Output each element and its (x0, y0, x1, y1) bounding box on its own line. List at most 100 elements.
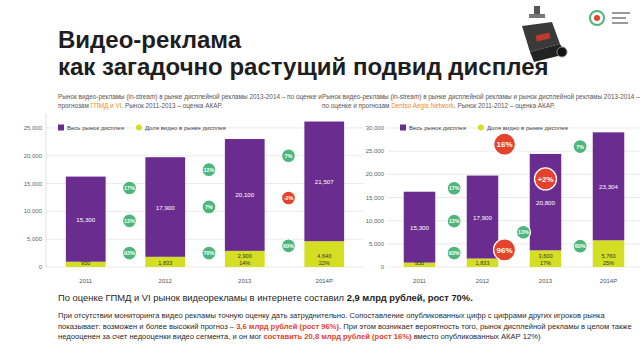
growth-badge (202, 246, 216, 260)
y-tick-label: 15,000 (24, 181, 43, 187)
y-tick-label: 25,000 (24, 125, 43, 131)
title-line: как загадочно растущий подвид дисплея (58, 53, 548, 80)
x-tick-label: 2014P (600, 278, 617, 284)
legend: Весь рынок дисплея Доля видео в рынке дис… (58, 125, 226, 131)
value-label: 950 (415, 260, 424, 266)
title-line: Видео-реклама (58, 26, 548, 53)
share-label: 14% (239, 260, 250, 266)
slide: 05,00010,00015,00020,00025,00095015,3001… (0, 0, 644, 362)
legend-item: Доля видео в рынке дисплея (136, 125, 226, 131)
annotations: 17%12%7%12%7%-2%93%70%60% (122, 149, 295, 260)
y-tick-label: 25,000 (366, 148, 385, 154)
bar (530, 154, 562, 250)
growth-badge (447, 246, 461, 260)
logo (590, 11, 630, 25)
bars (66, 122, 344, 267)
value-label: 15,300 (76, 216, 95, 223)
summary: По оценке ГПМД и VI рынок видеорекламы в… (58, 292, 638, 304)
growth-badge (202, 163, 216, 177)
text-run: 3,6 млрд рублей (рост 96%) (236, 322, 339, 331)
growth-badge (122, 214, 136, 228)
subtitle-part: . Рынок 2011-2012 – оценка АКАР. (454, 102, 555, 109)
text-run: 2,9 млрд рублей, рост 70%. (347, 292, 473, 303)
growth-badge-text: 12% (204, 167, 215, 173)
bar (467, 259, 499, 267)
share-label: 22% (319, 260, 330, 266)
growth-badge-text: 12% (124, 218, 135, 224)
bar (530, 250, 562, 267)
growth-badge (281, 191, 295, 205)
growth-badge (516, 225, 530, 239)
bar (145, 157, 185, 257)
header: Видео-рекламакак загадочно растущий подв… (58, 26, 548, 80)
y-tick-label: 5,000 (369, 241, 385, 247)
growth-badge (573, 239, 587, 253)
logo-mark (612, 22, 628, 24)
subtitle-part: ГПМД и VI (91, 102, 122, 109)
y-tick-label: 10,000 (366, 218, 385, 224)
y-tick-label: 0 (39, 264, 43, 270)
y-tick-label: 30,000 (366, 125, 385, 131)
legend-label: Доля видео в рынке дисплея (487, 125, 568, 131)
y-tick-label: 15,000 (366, 195, 385, 201)
legend-label: Весь рынок дисплея (409, 125, 466, 131)
value-label: 21,507 (315, 178, 334, 185)
details: При отсутствии мониторинга видео рекламы… (58, 311, 636, 343)
logo-mark (612, 12, 630, 14)
growth-badge-text: 7% (205, 204, 213, 210)
y-tick-label: 5,000 (27, 236, 43, 242)
growth-badge-text: 7% (285, 153, 293, 159)
y-tick-label: 20,000 (366, 171, 385, 177)
bar (593, 132, 625, 240)
camera-lens (557, 47, 567, 57)
growth-badge (122, 246, 136, 260)
bar (593, 240, 625, 267)
growth-badge-text: +2% (537, 175, 553, 184)
chart: 05,00010,00015,00020,00025,00030,0009501… (366, 125, 640, 285)
subtitle-part: . Рынок 2011-2013 – оценка АКАР. (121, 102, 222, 109)
growth-badge (447, 214, 461, 228)
growth-badge-text: 13% (518, 229, 529, 235)
legend-item: Весь рынок дисплея (58, 125, 124, 131)
value-label: 23,304 (599, 183, 618, 190)
growth-badge-text: 12% (449, 218, 460, 224)
x-tick-label: 2013 (238, 278, 252, 284)
bars (404, 132, 625, 267)
value-label: 2,900 (238, 253, 252, 259)
bar (304, 241, 344, 267)
subtitle: Рынок видео-рекламы (in-stream) в рынке … (58, 93, 350, 110)
camera-label (535, 32, 550, 41)
growth-badge-text: 17% (449, 185, 460, 191)
data-labels: 95015,3001,83317,9003,60017%20,8005,7602… (410, 183, 618, 266)
legend-marker (58, 125, 64, 131)
y-tick-label: 10,000 (24, 208, 43, 214)
legend-item: Весь рынок дисплея (400, 125, 466, 131)
growth-badge (494, 133, 516, 155)
growth-badge-text: 70% (204, 250, 215, 256)
legend-marker (400, 125, 406, 131)
legend-marker (478, 125, 484, 131)
x-tick-label: 2012 (159, 278, 173, 284)
growth-badge-text: 16% (497, 140, 513, 149)
share-label: 25% (603, 260, 614, 266)
annotations: 17%12%93%16%96%13%7%+2%60% (447, 133, 587, 261)
logo-mark (590, 11, 604, 25)
bar (225, 251, 265, 267)
growth-badge-text: 17% (124, 185, 135, 191)
y-axis-line (46, 114, 47, 267)
legend-item: Доля видео в рынке дисплея (478, 125, 568, 131)
value-label: 950 (81, 260, 90, 266)
text-run: составить 20,8 млрд рублей (рост 16%) (264, 332, 412, 341)
bar (145, 257, 185, 267)
value-label: 20,100 (235, 191, 254, 198)
data-labels: 95015,3001,83317,9002,90014%20,1004,6402… (76, 178, 334, 266)
y-tick-label: 0 (381, 264, 385, 270)
text-run: По оценке ГПМД и VI рынок видеорекламы в… (58, 292, 347, 303)
legend-marker (136, 125, 142, 131)
y-tick-label: 20,000 (24, 153, 43, 159)
bar (225, 139, 265, 251)
growth-badge-text: 96% (497, 246, 513, 255)
bar (404, 192, 436, 263)
bar (66, 177, 106, 262)
value-label: 4,640 (317, 253, 331, 259)
